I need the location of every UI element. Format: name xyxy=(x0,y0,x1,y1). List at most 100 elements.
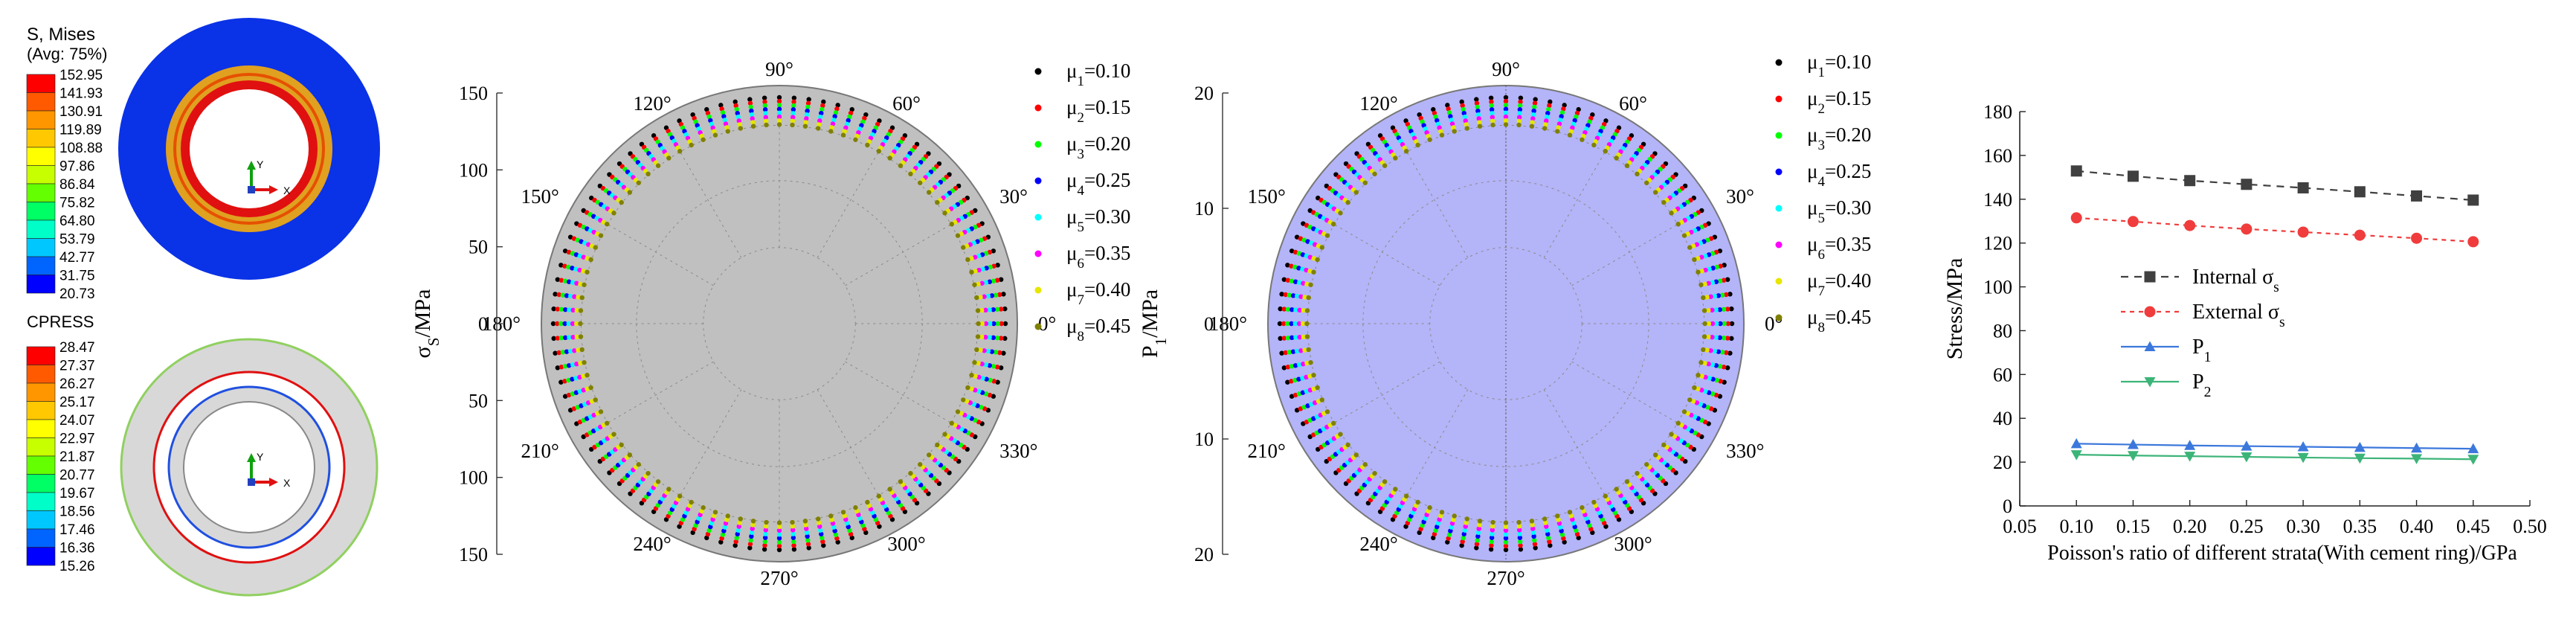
polar-point xyxy=(805,533,810,539)
series-line xyxy=(2076,217,2473,243)
polar-point xyxy=(998,365,1004,371)
polar-point xyxy=(551,306,556,312)
colorbar-level-label: 97.86 xyxy=(59,159,95,175)
polar-point xyxy=(1503,543,1509,548)
polar-point xyxy=(1311,269,1316,275)
polar-point xyxy=(1694,242,1700,247)
data-point xyxy=(2297,452,2309,464)
polar-point xyxy=(1289,394,1295,399)
polar-point xyxy=(1517,107,1523,112)
polar-point xyxy=(1362,180,1368,185)
polar-point xyxy=(1562,103,1567,108)
polar-angle-label: 120° xyxy=(633,92,671,115)
polar-point xyxy=(1712,234,1718,240)
polar-point xyxy=(1312,400,1318,405)
polar-point xyxy=(1561,536,1566,541)
polar-point xyxy=(1517,535,1523,540)
polar-point xyxy=(1644,180,1649,185)
polar-point xyxy=(1304,374,1309,380)
polar-point xyxy=(1532,537,1537,543)
data-point xyxy=(2411,442,2423,453)
polar-point xyxy=(750,124,756,129)
x-tick-label: 0.40 xyxy=(2400,516,2434,537)
polar-point xyxy=(1518,95,1524,100)
polar-angle-label: 240° xyxy=(633,533,671,555)
polar-point xyxy=(1545,528,1550,533)
polar-point xyxy=(1461,531,1466,537)
polar-point xyxy=(993,292,999,298)
legend-label: μ3=0.20 xyxy=(1807,124,1871,153)
polar-point xyxy=(1545,110,1551,116)
polar-point xyxy=(719,106,724,112)
polar-point xyxy=(1300,390,1306,395)
polar-point xyxy=(997,350,1002,356)
mises-axis-triad: Y X xyxy=(247,158,291,196)
polar-point xyxy=(1338,432,1343,437)
polar-point xyxy=(562,394,568,399)
polar-point xyxy=(1301,405,1307,410)
polar-point xyxy=(863,112,869,118)
y-tick-label: 160 xyxy=(1983,145,2012,167)
polar-point xyxy=(1710,266,1716,271)
polar-point xyxy=(887,487,892,492)
polar-grid-spoke xyxy=(1406,151,1469,258)
polar-point xyxy=(998,277,1004,282)
polar-point xyxy=(1281,365,1287,371)
polar-point xyxy=(843,517,849,522)
polar-point xyxy=(1694,400,1700,405)
polar-point xyxy=(975,334,981,339)
polar-point xyxy=(581,388,586,393)
polar-point xyxy=(666,487,672,492)
polar-point xyxy=(1687,245,1693,250)
legend-label: μ1=0.10 xyxy=(1807,51,1871,80)
polar-point xyxy=(645,171,651,177)
polar-point xyxy=(1529,124,1535,129)
polar-point xyxy=(706,114,712,120)
polar-point xyxy=(1345,199,1350,205)
polar-point xyxy=(718,539,724,545)
polar-point xyxy=(558,365,564,370)
legend-marker xyxy=(1034,214,1042,221)
polar-point xyxy=(1698,360,1704,365)
polar-point xyxy=(979,280,985,286)
polar-point xyxy=(1530,120,1535,125)
polar-point xyxy=(573,252,579,257)
data-point xyxy=(2144,377,2156,388)
colorbar-level-label: 22.97 xyxy=(59,432,95,447)
polar-point xyxy=(955,233,961,238)
polar-point xyxy=(859,519,864,525)
polar-angle-label: 300° xyxy=(1614,533,1652,555)
polar-point xyxy=(973,254,978,260)
polar-point xyxy=(1435,520,1441,526)
polar-point xyxy=(1545,531,1551,537)
polar-point xyxy=(1706,252,1712,257)
polar-point xyxy=(817,122,822,127)
polar-point xyxy=(589,399,595,404)
polar-point xyxy=(1725,277,1730,282)
polar-point xyxy=(1546,535,1551,541)
polar-point xyxy=(762,542,767,548)
polar-point xyxy=(1558,118,1563,123)
polar-point xyxy=(991,278,996,283)
polar-point xyxy=(1281,277,1287,282)
polar-point xyxy=(856,512,861,518)
polar-radial-axis-title: σS/MPa xyxy=(410,289,442,359)
x-tick-label: 0.10 xyxy=(2059,516,2093,537)
polar-point xyxy=(566,279,572,284)
y-tick-label: 40 xyxy=(1993,408,2012,429)
polar-point xyxy=(1490,528,1495,533)
polar-point xyxy=(790,111,796,116)
polar-point xyxy=(804,112,810,118)
polar-point xyxy=(955,409,961,414)
polar-point xyxy=(898,479,904,484)
polar-point xyxy=(1542,126,1548,131)
polar-grid-spoke xyxy=(817,151,879,258)
polar-point xyxy=(1721,365,1727,370)
polar-point xyxy=(1297,334,1302,340)
polar-point xyxy=(1572,524,1577,530)
polar-point xyxy=(1289,379,1294,384)
polar-point xyxy=(709,520,715,526)
polar-point xyxy=(1331,420,1336,426)
polar-point xyxy=(1556,121,1562,126)
polar-point xyxy=(566,264,571,270)
